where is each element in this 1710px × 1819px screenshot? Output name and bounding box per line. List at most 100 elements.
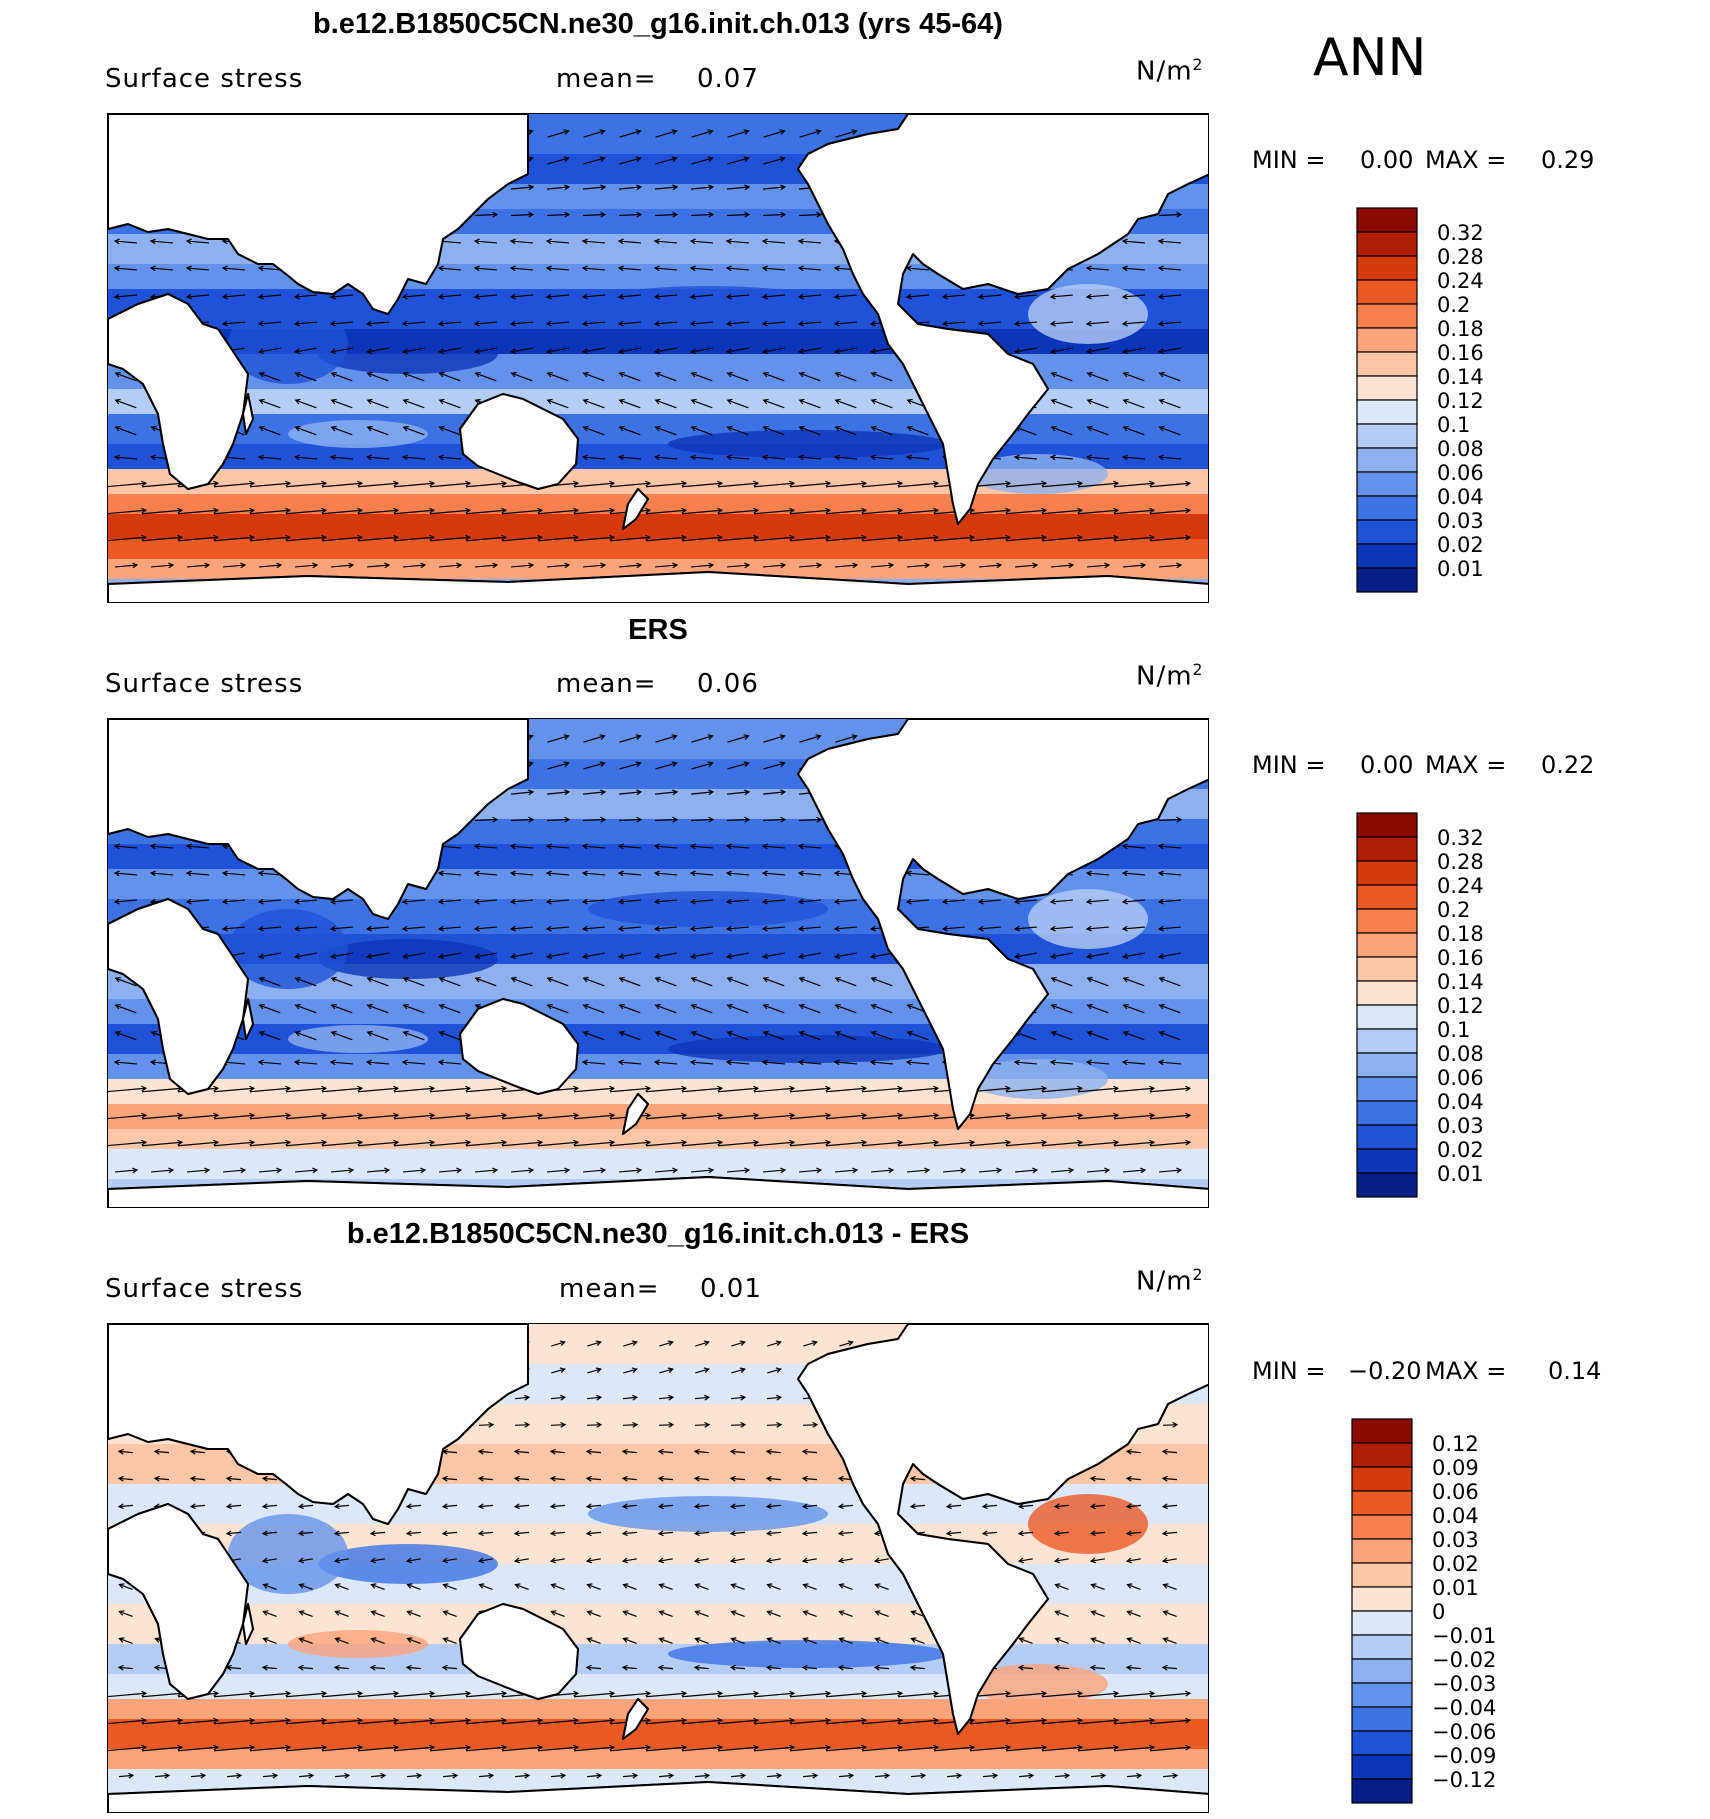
- wind-arrowhead: [622, 1583, 629, 1589]
- wind-arrowhead: [1104, 1167, 1111, 1174]
- wind-arrow: [439, 1031, 461, 1041]
- wind-arrow: [1078, 536, 1118, 542]
- wind-arrowhead: [956, 1772, 963, 1779]
- wind-arrow: [1091, 1611, 1105, 1617]
- wind-arrow: [250, 1719, 290, 1725]
- wind-arrow: [1042, 1087, 1082, 1093]
- wind-arrowhead: [960, 562, 967, 569]
- wind-arrowhead: [825, 1690, 832, 1697]
- wind-arrowhead: [213, 1717, 220, 1724]
- wind-arrowhead: [825, 507, 832, 514]
- wind-arrowhead: [869, 454, 876, 461]
- wind-arrow: [754, 1141, 794, 1147]
- wind-arrow: [619, 977, 641, 987]
- wind-arrowhead: [609, 1690, 616, 1697]
- colorbar-swatch: [1356, 860, 1418, 886]
- wind-arrowhead: [549, 1557, 557, 1564]
- wind-arrow: [367, 426, 389, 436]
- wind-arrow: [358, 1087, 398, 1093]
- wind-arrow: [258, 872, 282, 876]
- wind-arrowhead: [113, 454, 120, 461]
- wind-arrow: [910, 1666, 926, 1670]
- wind-arrowhead: [285, 507, 292, 514]
- wind-arrow: [510, 872, 534, 876]
- colorbar-swatch: [1356, 1172, 1418, 1198]
- wind-arrow: [618, 294, 642, 298]
- wind-arrowhead: [761, 898, 768, 905]
- wind-arrow: [178, 1141, 218, 1147]
- wind-arrow: [222, 1169, 246, 1173]
- wind-arrowhead: [365, 348, 373, 355]
- wind-arrow: [835, 399, 857, 409]
- wind-arrowhead: [465, 1717, 472, 1724]
- colorbar-tick-label: 0.2: [1437, 898, 1470, 922]
- wind-arrowhead: [689, 870, 696, 877]
- wind-arrow: [438, 872, 462, 876]
- wind-arrow: [898, 482, 938, 488]
- wind-arrow: [259, 399, 281, 409]
- wind-arrowhead: [762, 371, 769, 378]
- wind-arrowhead: [933, 480, 940, 487]
- wind-arrow: [478, 1531, 494, 1535]
- wind-arrowhead: [1068, 562, 1075, 569]
- wind-arrow: [767, 1368, 781, 1374]
- wind-arrow: [906, 1169, 930, 1173]
- wind-arrow: [294, 926, 318, 930]
- wind-arrow: [551, 1611, 565, 1617]
- wind-arrowhead: [765, 1503, 772, 1510]
- wind-arrow: [691, 952, 713, 958]
- wind-arrowhead: [622, 1610, 629, 1616]
- colorbar-swatch: [1356, 303, 1418, 329]
- colorbar-tick-label: 0.14: [1437, 970, 1484, 994]
- wind-arrowhead: [1085, 925, 1092, 932]
- wind-arrow: [550, 1396, 566, 1400]
- wind-arrowhead: [465, 534, 472, 541]
- wind-arrow: [619, 130, 641, 138]
- wind-arrowhead: [847, 1340, 854, 1346]
- wind-arrowhead: [801, 1448, 808, 1455]
- wind-arrow: [718, 482, 758, 488]
- wind-arrowhead: [1013, 898, 1020, 905]
- wind-arrow: [1054, 1504, 1070, 1508]
- wind-arrow: [108, 1087, 146, 1093]
- wind-arrowhead: [406, 1610, 413, 1616]
- wind-arrowhead: [563, 761, 570, 767]
- wind-arrow: [1126, 1531, 1142, 1535]
- wind-arrow: [358, 1114, 398, 1120]
- colorbar-tick-label: 0.06: [1437, 1066, 1484, 1090]
- wind-arrow: [510, 791, 534, 795]
- wind-arrowhead: [366, 398, 373, 405]
- wind-arrow: [766, 1504, 782, 1508]
- wind-arrowhead: [776, 1394, 783, 1401]
- wind-arrow: [1018, 1774, 1034, 1778]
- wind-arrowhead: [333, 1503, 340, 1510]
- wind-arrowhead: [897, 507, 904, 514]
- coastline: [108, 719, 529, 920]
- wind-arrowhead: [717, 1112, 724, 1119]
- wind-arrowhead: [402, 1003, 409, 1010]
- wind-arrow: [331, 952, 353, 958]
- wind-arrowhead: [527, 761, 534, 767]
- wind-arrow: [1150, 536, 1190, 542]
- wind-arrow: [659, 1341, 673, 1347]
- wind-arrow: [214, 1692, 254, 1698]
- wind-arrowhead: [653, 320, 660, 327]
- wind-arrow: [546, 872, 570, 876]
- wind-arrowhead: [513, 1475, 520, 1482]
- wind-arrowhead: [437, 870, 444, 877]
- wind-arrowhead: [510, 976, 517, 983]
- wind-arrowhead: [582, 976, 589, 983]
- wind-arrowhead: [141, 480, 148, 487]
- wind-arrow: [511, 952, 533, 958]
- wind-arrow: [1127, 1584, 1141, 1590]
- wind-arrow: [294, 321, 318, 325]
- wind-arrow: [658, 1504, 674, 1508]
- wind-arrowhead: [725, 870, 732, 877]
- wind-arrow: [618, 1169, 642, 1173]
- wind-arrow: [1087, 952, 1109, 958]
- wind-arrow: [1006, 1087, 1046, 1093]
- wind-arrow: [586, 1396, 602, 1400]
- wind-arrowhead: [870, 1003, 877, 1010]
- wind-arrow: [1015, 952, 1037, 958]
- wind-arrow: [150, 1169, 174, 1173]
